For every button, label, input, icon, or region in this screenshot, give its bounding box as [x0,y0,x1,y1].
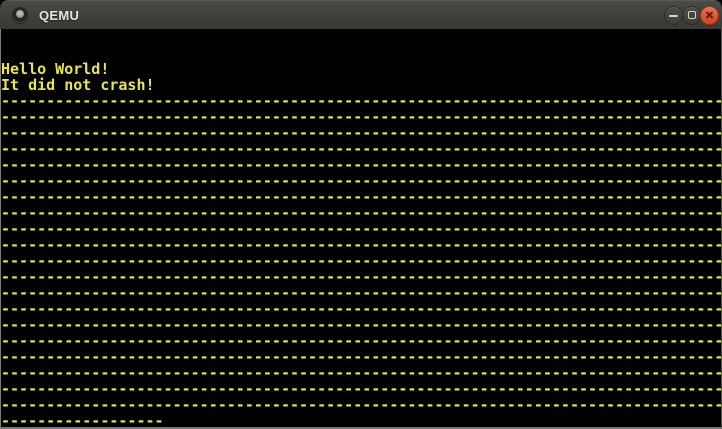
terminal-line: ----------------------------------------… [1,140,721,158]
close-icon [701,7,718,24]
minimize-icon [669,14,678,17]
window-icon-dot [16,10,24,18]
terminal-line: ----------------------------------------… [1,236,721,254]
terminal-line: ----------------------------------------… [1,316,721,334]
terminal-line: ----------------------------------------… [1,124,721,142]
terminal-line [1,29,721,45]
vm-terminal-screen[interactable]: Hello World! It did not crash! -----------… [1,29,721,427]
maximize-button[interactable] [682,5,701,25]
terminal-line: ----------------------------------------… [1,108,721,126]
terminal-line: ------------------ [1,412,164,427]
terminal-line: Hello World! [1,60,110,78]
terminal-line: ----------------------------------------… [1,188,721,206]
terminal-line: It did not crash! [1,76,155,94]
terminal-line: ----------------------------------------… [1,380,721,398]
terminal-line: ----------------------------------------… [1,204,721,222]
terminal-line: ----------------------------------------… [1,348,721,366]
close-button[interactable] [700,5,719,25]
minimize-button[interactable] [664,5,683,25]
terminal-line: ----------------------------------------… [1,268,721,286]
window-title: QEMU [39,7,80,23]
terminal-line: ----------------------------------------… [1,364,721,382]
terminal-line: ----------------------------------------… [1,252,721,270]
maximize-icon [687,11,696,19]
terminal-line: ----------------------------------------… [1,172,721,190]
terminal-line: ----------------------------------------… [1,300,721,318]
terminal-line: ----------------------------------------… [1,284,721,302]
terminal-line: ----------------------------------------… [1,92,721,110]
terminal-line: ----------------------------------------… [1,332,721,350]
terminal-line: ----------------------------------------… [1,156,721,174]
terminal-line: ----------------------------------------… [1,220,721,238]
guest-display-frame: Hello World! It did not crash! -----------… [0,29,722,429]
window-controls [664,5,719,25]
titlebar[interactable]: QEMU [0,0,722,29]
terminal-line [1,45,721,61]
qemu-window-icon[interactable] [12,7,28,23]
terminal-line: ----------------------------------------… [1,396,721,414]
